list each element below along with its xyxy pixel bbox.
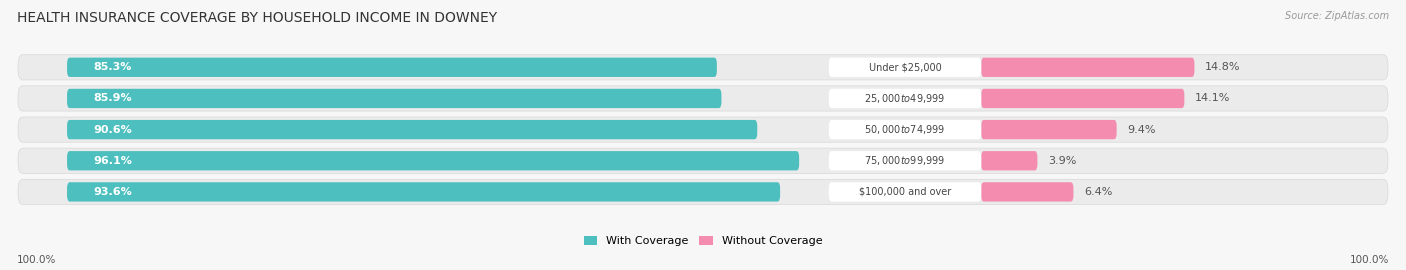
Text: 93.6%: 93.6% (94, 187, 132, 197)
Text: 90.6%: 90.6% (94, 124, 132, 135)
Text: $25,000 to $49,999: $25,000 to $49,999 (865, 92, 946, 105)
FancyBboxPatch shape (981, 120, 1116, 139)
FancyBboxPatch shape (981, 89, 1184, 108)
FancyBboxPatch shape (830, 89, 981, 108)
FancyBboxPatch shape (981, 58, 1195, 77)
Text: 9.4%: 9.4% (1128, 124, 1156, 135)
FancyBboxPatch shape (67, 120, 758, 139)
Text: 3.9%: 3.9% (1047, 156, 1077, 166)
Text: Under $25,000: Under $25,000 (869, 62, 942, 72)
FancyBboxPatch shape (830, 151, 981, 170)
Text: Source: ZipAtlas.com: Source: ZipAtlas.com (1285, 11, 1389, 21)
Text: $100,000 and over: $100,000 and over (859, 187, 952, 197)
FancyBboxPatch shape (67, 182, 780, 202)
FancyBboxPatch shape (67, 58, 717, 77)
Legend: With Coverage, Without Coverage: With Coverage, Without Coverage (579, 231, 827, 250)
Text: 6.4%: 6.4% (1084, 187, 1112, 197)
FancyBboxPatch shape (67, 89, 721, 108)
FancyBboxPatch shape (981, 182, 1073, 202)
FancyBboxPatch shape (18, 117, 1388, 142)
Text: $75,000 to $99,999: $75,000 to $99,999 (865, 154, 946, 167)
FancyBboxPatch shape (18, 55, 1388, 80)
FancyBboxPatch shape (830, 58, 981, 77)
FancyBboxPatch shape (18, 148, 1388, 173)
Text: 14.8%: 14.8% (1205, 62, 1240, 72)
Text: 14.1%: 14.1% (1195, 93, 1230, 103)
FancyBboxPatch shape (18, 86, 1388, 111)
FancyBboxPatch shape (830, 120, 981, 139)
FancyBboxPatch shape (67, 151, 799, 170)
Text: 100.0%: 100.0% (17, 255, 56, 265)
FancyBboxPatch shape (18, 179, 1388, 205)
Text: 100.0%: 100.0% (1350, 255, 1389, 265)
Text: 85.3%: 85.3% (94, 62, 132, 72)
Text: 85.9%: 85.9% (94, 93, 132, 103)
FancyBboxPatch shape (981, 151, 1038, 170)
Text: HEALTH INSURANCE COVERAGE BY HOUSEHOLD INCOME IN DOWNEY: HEALTH INSURANCE COVERAGE BY HOUSEHOLD I… (17, 11, 496, 25)
Text: 96.1%: 96.1% (94, 156, 132, 166)
Text: $50,000 to $74,999: $50,000 to $74,999 (865, 123, 946, 136)
FancyBboxPatch shape (830, 182, 981, 202)
